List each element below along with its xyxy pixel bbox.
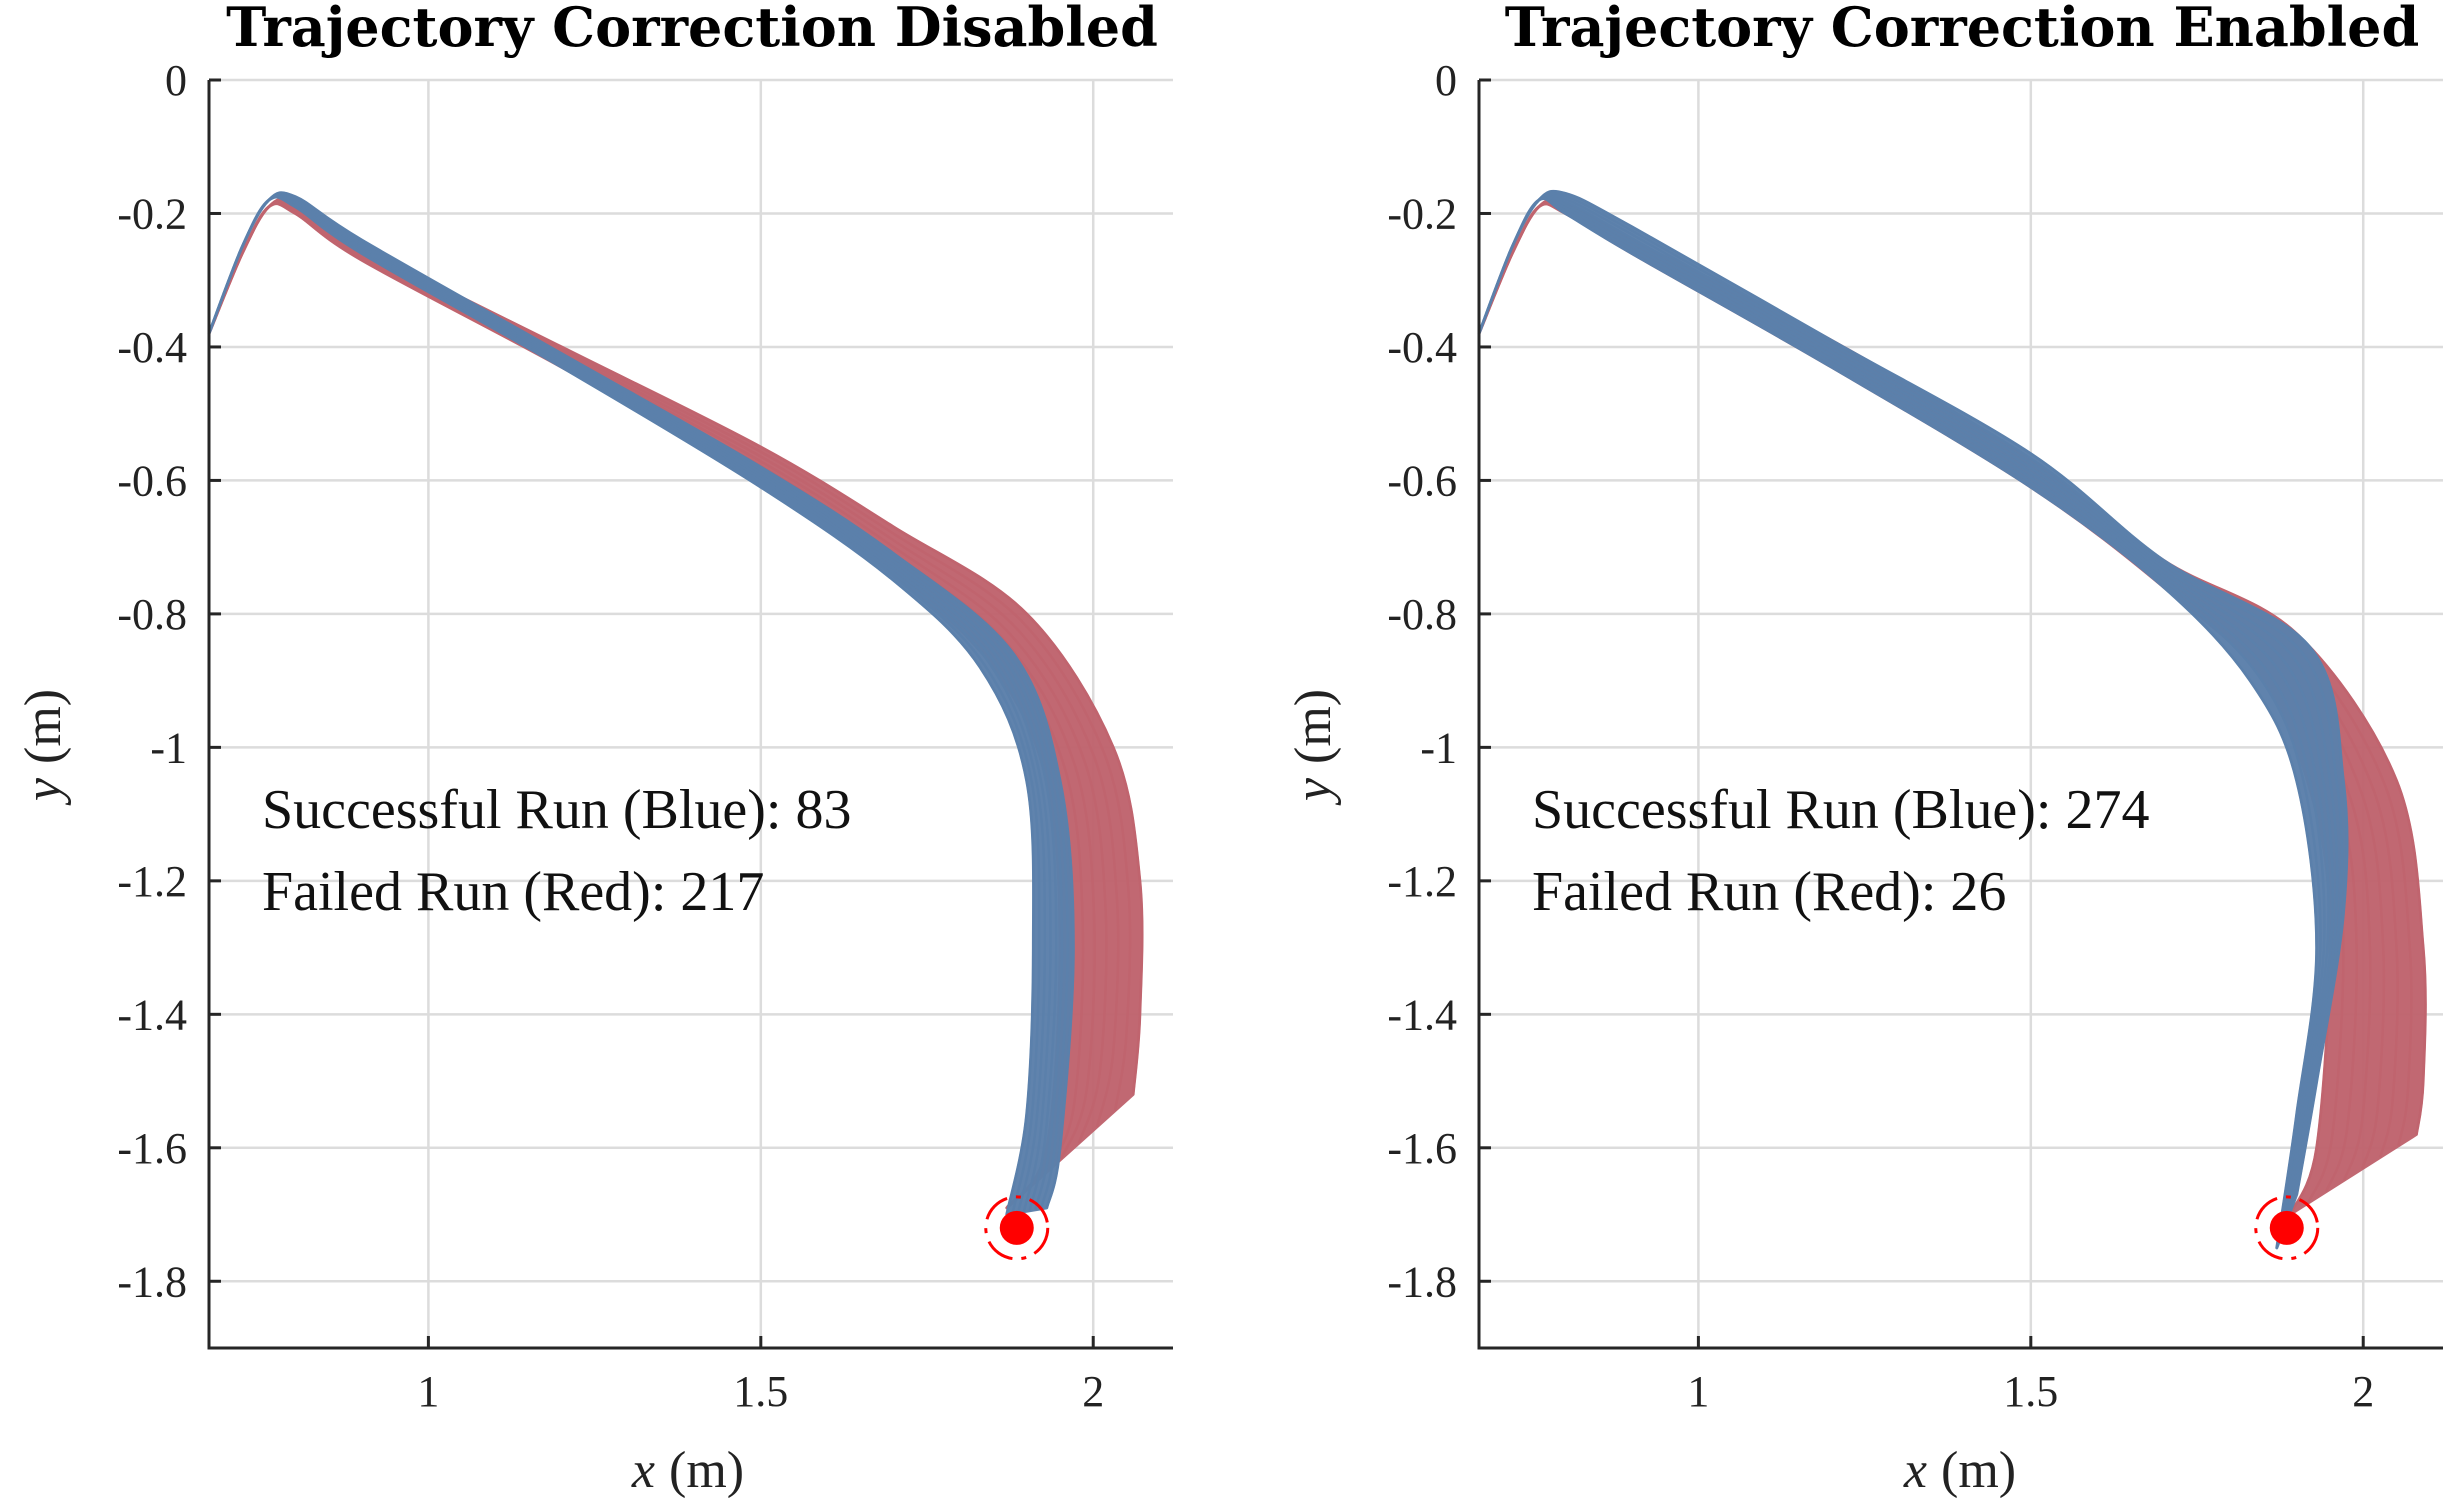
series-0-trajectory-3	[207, 200, 1108, 1144]
grid-lines	[209, 78, 1173, 1348]
y-tick-label: -1	[1420, 723, 1457, 772]
x-tick-label: 1.5	[2003, 1367, 2058, 1416]
x-tick-label: 1.5	[733, 1367, 788, 1416]
y-tick-label: -1.8	[1387, 1257, 1457, 1306]
target-tolerance-ring	[984, 1195, 1050, 1261]
y-tick-label: -0.8	[1387, 590, 1457, 639]
y-tick-labels: 0 -0.2 -0.4 -0.6 -0.8 -1 -1.2 -1.4 -1.6 -1.8	[117, 56, 187, 1306]
chart-title: Trajectory Correction Disabled	[226, 0, 1158, 59]
series-0-trajectory-5	[1477, 201, 2359, 1193]
y-tick-label: -0.6	[1387, 456, 1457, 505]
series-1-trajectory-5	[1477, 196, 2326, 1233]
y-tick-label: -0.2	[1387, 189, 1457, 238]
series-1-trajectory-4	[1477, 195, 2330, 1226]
y-tick-label: -0.2	[117, 189, 187, 238]
x-axis-label: x (m)	[631, 1442, 744, 1499]
y-tick-label: -0.8	[117, 590, 187, 639]
series-band-1	[1477, 189, 2349, 1250]
target-point	[2269, 1210, 2304, 1245]
series-1-trajectory-6	[207, 195, 1041, 1214]
y-tick-label: 0	[1435, 56, 1457, 105]
series-0-trajectory-7	[1477, 202, 2332, 1216]
y-tick-label: -1.2	[1387, 857, 1457, 906]
y-tick-label: -0.4	[117, 323, 187, 372]
y-axis-label: y(m)	[15, 689, 72, 806]
chart-correction-enabled: Trajectory Correction Enabled 1 1.5 2 0-0.…	[1285, 0, 2443, 1499]
target-marker	[2254, 1195, 2320, 1261]
x-tick-label: 1	[417, 1367, 439, 1416]
trajectory-series	[1477, 189, 2427, 1250]
x-tick-labels: 1 1.5 2	[417, 1367, 1104, 1416]
series-0-trajectory-5	[207, 201, 1085, 1176]
series-0-trajectory-6	[207, 201, 1073, 1193]
series-1-trajectory-3	[1477, 194, 2334, 1218]
target-tolerance-ring	[2254, 1195, 2320, 1261]
axes	[1477, 78, 2443, 1350]
y-tick-label: -1.4	[117, 990, 187, 1039]
y-axis-label: y(m)	[1285, 689, 1342, 806]
series-1-trajectory-5	[207, 194, 1047, 1213]
axis-spines	[1477, 80, 2443, 1350]
target-point	[999, 1210, 1034, 1245]
x-tick-label: 2	[2352, 1367, 2374, 1416]
y-tick-labels: 0 -0.2 -0.4 -0.6 -0.8 -1 -1.2 -1.4 -1.6 -1.8	[1387, 56, 1457, 1306]
series-1-trajectory-2	[1477, 193, 2339, 1211]
y-tick-label: -1.6	[1387, 1124, 1457, 1173]
series-1-trajectory-0	[1477, 190, 2349, 1195]
y-tick-label: -1.2	[117, 857, 187, 906]
y-tick-label: -0.6	[117, 456, 187, 505]
x-tick-label: 1	[1687, 1367, 1709, 1416]
y-tick-label: -0.4	[1387, 323, 1457, 372]
series-0-trajectory-7	[207, 202, 1062, 1209]
trajectory-series	[207, 191, 1144, 1216]
chart-correction-disabled: Trajectory Correction Disabled 1 1.5 2 0-0…	[15, 0, 1173, 1499]
series-1-trajectory-7	[207, 195, 1035, 1215]
y-tick-label: 0	[165, 56, 187, 105]
annotation-successful-runs: Successful Run (Blue): 83	[262, 779, 851, 841]
series-1-trajectory-6	[1477, 196, 2322, 1241]
annotation-failed-runs: Failed Run (Red): 217	[262, 861, 764, 923]
target-marker	[984, 1195, 1050, 1261]
y-tick-label: -1.6	[117, 1124, 187, 1173]
y-tick-label: -1.8	[117, 1257, 187, 1306]
series-0-trajectory-4	[207, 200, 1096, 1160]
y-tick-label: -1.4	[1387, 990, 1457, 1039]
x-axis-label: x (m)	[1903, 1442, 2016, 1499]
axis-spines	[207, 80, 1173, 1350]
axes	[207, 78, 1173, 1350]
series-0-trajectory-6	[1477, 202, 2345, 1204]
series-1-trajectory-0	[207, 191, 1075, 1209]
chart-title: Trajectory Correction Enabled	[1505, 0, 2420, 59]
x-tick-labels: 1 1.5 2	[1687, 1367, 2374, 1416]
y-tick-label: -1	[150, 723, 187, 772]
series-1-trajectory-1	[1477, 191, 2344, 1203]
annotation-failed-runs: Failed Run (Red): 26	[1532, 861, 2006, 923]
x-tick-label: 2	[1082, 1367, 1104, 1416]
series-1-trajectory-7	[1477, 197, 2318, 1249]
series-0-trajectory-4	[1477, 201, 2372, 1181]
annotation-successful-runs: Successful Run (Blue): 274	[1532, 779, 2149, 841]
